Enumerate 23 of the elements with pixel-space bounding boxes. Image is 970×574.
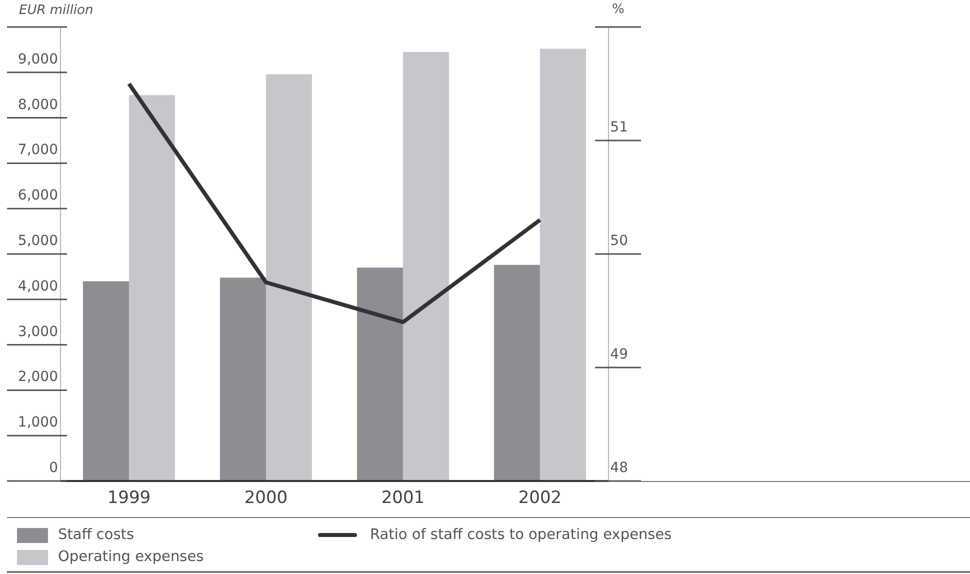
legend-label: Ratio of staff costs to operating expenses — [370, 527, 672, 543]
y2-tick-label: 48 — [610, 460, 628, 476]
y-axis-title: EUR million — [19, 3, 94, 18]
y-tick-label: 5,000 — [18, 233, 58, 249]
x-tick-label: 2001 — [381, 488, 425, 508]
x-tick-label: 2002 — [518, 488, 562, 508]
y2-tick-label: 49 — [610, 346, 628, 362]
y-tick-label: 9,000 — [18, 51, 58, 68]
legend-label: Operating expenses — [58, 549, 204, 565]
y2-axis-title: % — [612, 2, 624, 17]
x-tick-label: 2000 — [244, 488, 288, 508]
y-tick-label: 6,000 — [18, 188, 58, 204]
y-tick-label: 3,000 — [18, 324, 58, 340]
y-tick-label: 1,000 — [18, 414, 58, 431]
y-tick-label: 2,000 — [18, 369, 58, 386]
legend-label: Staff costs — [58, 527, 134, 543]
y-tick-label: 7,000 — [18, 142, 58, 158]
y-tick-label: 0 — [49, 460, 58, 476]
y-tick-label: 4,000 — [18, 278, 58, 294]
x-tick-label: 1999 — [107, 488, 151, 508]
y2-tick-label: 51 — [610, 120, 628, 136]
y2-tick-label: 50 — [610, 233, 628, 249]
y-tick-label: 8,000 — [18, 96, 58, 113]
